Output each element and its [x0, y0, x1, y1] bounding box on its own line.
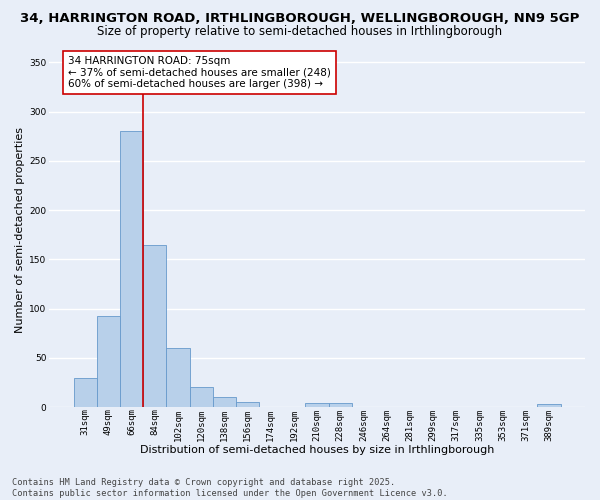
Bar	[305, 404, 329, 407]
Bar	[538, 404, 560, 407]
Bar	[329, 404, 352, 407]
Bar	[74, 378, 97, 407]
Bar	[190, 388, 213, 407]
Bar	[166, 348, 190, 407]
Bar	[97, 316, 120, 407]
Bar	[143, 244, 166, 407]
Bar	[236, 402, 259, 407]
Bar	[213, 398, 236, 407]
Bar	[120, 132, 143, 407]
X-axis label: Distribution of semi-detached houses by size in Irthlingborough: Distribution of semi-detached houses by …	[140, 445, 494, 455]
Text: 34 HARRINGTON ROAD: 75sqm
← 37% of semi-detached houses are smaller (248)
60% of: 34 HARRINGTON ROAD: 75sqm ← 37% of semi-…	[68, 56, 331, 89]
Text: Contains HM Land Registry data © Crown copyright and database right 2025.
Contai: Contains HM Land Registry data © Crown c…	[12, 478, 448, 498]
Text: 34, HARRINGTON ROAD, IRTHLINGBOROUGH, WELLINGBOROUGH, NN9 5GP: 34, HARRINGTON ROAD, IRTHLINGBOROUGH, WE…	[20, 12, 580, 26]
Y-axis label: Number of semi-detached properties: Number of semi-detached properties	[15, 127, 25, 333]
Text: Size of property relative to semi-detached houses in Irthlingborough: Size of property relative to semi-detach…	[97, 25, 503, 38]
